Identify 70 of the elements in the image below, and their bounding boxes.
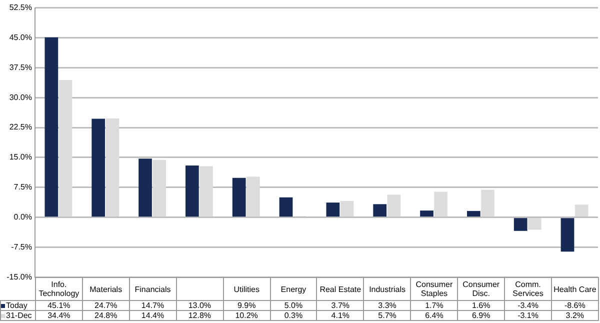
data-label: 0.3% bbox=[270, 310, 317, 321]
x-tick-label: Financials bbox=[129, 278, 176, 301]
bar bbox=[246, 176, 260, 217]
y-tick-label: -7.5% bbox=[11, 242, 32, 252]
y-tick-label: 22.5% bbox=[9, 122, 32, 132]
bar bbox=[340, 200, 354, 217]
y-tick-label: 0.0% bbox=[14, 212, 32, 222]
x-tick-label: Real Estate bbox=[316, 278, 364, 301]
x-tick-label: Industrials bbox=[364, 278, 411, 301]
x-tick-label: Health Care bbox=[551, 278, 598, 301]
bar bbox=[58, 80, 72, 217]
bar bbox=[574, 204, 588, 217]
bar bbox=[185, 165, 199, 217]
data-label: 4.1% bbox=[316, 310, 364, 321]
y-tick-label: 30.0% bbox=[9, 92, 32, 102]
data-label: 34.4% bbox=[36, 310, 82, 321]
bar bbox=[106, 118, 120, 217]
data-label: 1.6% bbox=[458, 300, 505, 311]
bar bbox=[420, 210, 434, 217]
x-tick-label: Energy bbox=[270, 278, 317, 301]
x-tick-label: Info. Technology bbox=[36, 278, 82, 301]
y-tick-label: 37.5% bbox=[9, 62, 32, 72]
data-label: 24.7% bbox=[82, 300, 130, 311]
bar bbox=[466, 210, 480, 217]
x-tick-label: Comm. Services bbox=[504, 278, 552, 301]
y-tick-label: 15.0% bbox=[9, 152, 32, 162]
bar bbox=[387, 194, 401, 217]
data-label: 10.2% bbox=[223, 310, 270, 321]
legend-label: 31-Dec bbox=[6, 311, 32, 320]
data-label: 14.4% bbox=[129, 310, 176, 321]
x-tick-label: Utilities bbox=[223, 278, 270, 301]
data-label: 3.2% bbox=[551, 310, 598, 321]
bar bbox=[279, 197, 293, 217]
y-tick-label: 7.5% bbox=[14, 182, 32, 192]
y-tick-label: 52.5% bbox=[9, 3, 32, 12]
data-label: 1.7% bbox=[410, 300, 458, 311]
y-tick-label: 45.0% bbox=[9, 32, 32, 42]
data-label: 6.4% bbox=[410, 310, 458, 321]
bar bbox=[528, 218, 542, 230]
data-label: 3.7% bbox=[316, 300, 364, 311]
bar bbox=[92, 118, 106, 217]
x-tick-label: Consumer Disc. bbox=[458, 278, 505, 301]
bar bbox=[481, 190, 494, 217]
data-label: 9.9% bbox=[223, 300, 270, 311]
bar bbox=[44, 37, 58, 217]
x-tick-label: Consumer Staples bbox=[410, 278, 458, 301]
data-label: -8.6% bbox=[551, 300, 598, 311]
bar bbox=[373, 204, 387, 217]
bar bbox=[326, 202, 340, 217]
legend-label: Today bbox=[6, 301, 28, 310]
data-label: 12.8% bbox=[176, 310, 224, 321]
data-label: 45.1% bbox=[36, 300, 82, 311]
bar bbox=[434, 192, 448, 217]
bar bbox=[200, 166, 213, 217]
data-label: 13.0% bbox=[176, 300, 224, 311]
data-label: -3.4% bbox=[504, 300, 552, 311]
data-label: 24.8% bbox=[82, 310, 130, 321]
data-label: 5.0% bbox=[270, 300, 317, 311]
data-label: 14.7% bbox=[129, 300, 176, 311]
bar bbox=[232, 178, 246, 217]
data-label: 6.9% bbox=[458, 310, 505, 321]
y-tick-label: -15.0% bbox=[6, 272, 32, 282]
bar bbox=[560, 218, 574, 252]
data-label: 3.3% bbox=[364, 300, 411, 311]
bar bbox=[514, 218, 528, 231]
bar bbox=[152, 160, 166, 217]
bar bbox=[138, 158, 152, 217]
data-label: -3.1% bbox=[504, 310, 552, 321]
x-tick-label: Materials bbox=[82, 278, 130, 301]
data-label: 5.7% bbox=[364, 310, 411, 321]
